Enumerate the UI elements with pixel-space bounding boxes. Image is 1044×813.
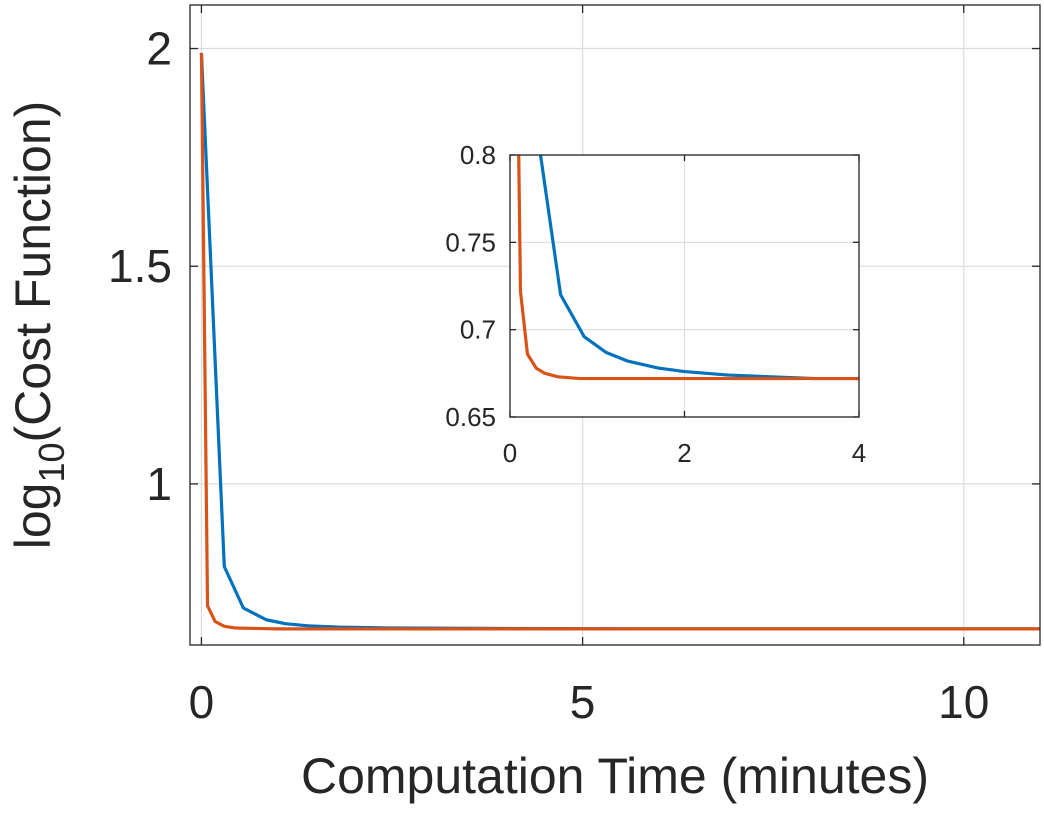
main-series-line-2 [199,52,1040,631]
main-axes: 0 5 10 11.52 [108,4,1041,728]
main-y-tick-label: 1 [146,458,172,510]
main-x-tick-labels: 0 5 10 [189,676,990,728]
x-axis-label: Computation Time (minutes) [301,748,929,804]
main-x-tick-label: 5 [570,676,596,728]
y-axis-label-main: log [5,483,61,550]
main-ticks [190,5,1040,645]
inset-y-tick-labels: 0.65 0.7 0.75 0.8 [445,140,496,432]
main-y-tick-label: 1.5 [108,240,172,292]
main-axes-box [189,4,1041,646]
inset-ticks [509,154,860,418]
inset-y-tick-label: 0.8 [460,140,496,170]
main-y-tick-label: 2 [146,23,172,75]
inset-series-line-2 [517,155,859,381]
inset-y-tick-label: 0.7 [460,315,496,345]
main-x-tick-label: 0 [189,676,215,728]
inset-x-tick-labels: 0 2 4 [503,438,866,468]
main-x-tick-label: 10 [938,676,989,728]
y-axis-label: log10(Cost Function) [5,101,72,550]
inset-y-tick-label: 0.75 [445,227,496,257]
inset-axes: 0 2 4 0.65 0.7 0.75 0.8 [445,140,866,468]
main-series [199,52,1040,631]
inset-x-tick-label: 0 [503,438,517,468]
inset-x-tick-label: 2 [677,438,691,468]
main-y-tick-labels: 11.52 [108,23,172,510]
y-axis-label-subscript: 10 [31,443,72,483]
inset-y-tick-label: 0.65 [445,402,496,432]
inset-series [517,155,859,381]
inset-x-tick-label: 4 [852,438,866,468]
y-axis-label-rest: (Cost Function) [5,101,61,443]
